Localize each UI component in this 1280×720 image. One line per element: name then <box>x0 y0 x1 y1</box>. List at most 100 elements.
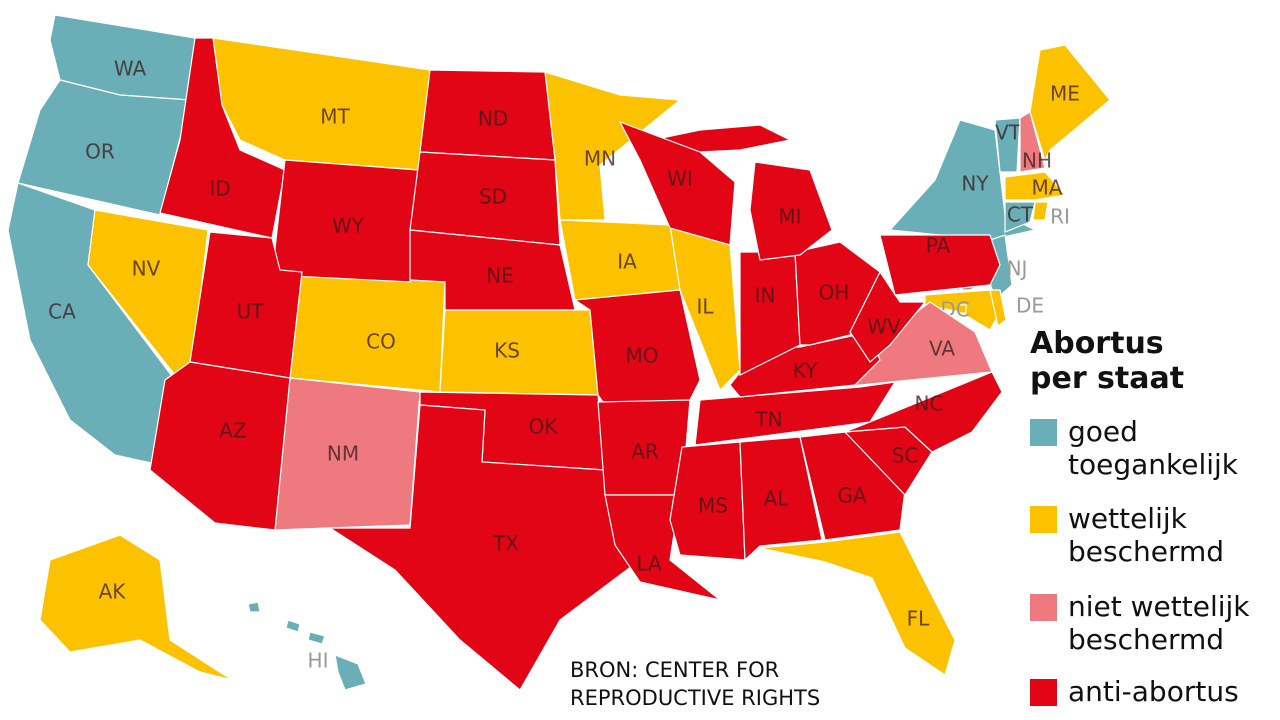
state-shape <box>327 404 641 691</box>
state-label: WI <box>667 167 693 191</box>
legend-item: niet wettelijk beschermd <box>1030 590 1260 656</box>
state-shape <box>759 531 956 676</box>
state-label: UT <box>237 300 265 324</box>
state: LA <box>604 494 721 601</box>
state: VT <box>994 117 1022 173</box>
legend-item: anti-abortus <box>1030 675 1260 708</box>
state-label: MN <box>584 147 616 171</box>
state: IN <box>739 251 801 376</box>
legend-item: wettelijk beschermd <box>1030 502 1260 568</box>
state-shape <box>1004 201 1036 233</box>
state: NH <box>1019 111 1052 173</box>
state-label: WV <box>867 315 901 339</box>
state-label: AK <box>99 580 127 604</box>
state-label: IN <box>755 284 776 308</box>
state-shape <box>1029 44 1111 162</box>
state-shape <box>334 654 367 691</box>
state-shape <box>879 234 1001 296</box>
legend-swatch <box>1030 419 1057 446</box>
state-label: KY <box>793 359 818 383</box>
state: WI <box>618 120 736 246</box>
state-label: HI <box>308 649 329 673</box>
state-label: VT <box>995 121 1022 145</box>
state: MI <box>651 124 833 261</box>
state-label: CA <box>48 300 76 324</box>
state: NM <box>274 377 421 531</box>
legend-label: wettelijk beschermd <box>1068 502 1225 568</box>
state: SD <box>409 151 561 246</box>
state-shape <box>989 289 1007 328</box>
state-label: SC <box>892 444 919 468</box>
state-label: TX <box>492 532 519 556</box>
state: NE <box>409 229 576 311</box>
state-label: AL <box>764 487 790 511</box>
state: PA <box>879 234 1001 296</box>
state: AK <box>39 534 233 681</box>
state: TX <box>327 404 641 691</box>
state: MS <box>669 441 746 561</box>
state: ND <box>419 69 556 161</box>
state-label: DE <box>1016 294 1044 318</box>
state: RI <box>1032 201 1070 229</box>
state-shape <box>285 619 301 633</box>
state-shape <box>247 601 261 613</box>
state-label: WY <box>332 214 365 238</box>
state-label: CT <box>1007 203 1034 227</box>
state-shape <box>994 117 1021 173</box>
state-label: NY <box>961 172 989 196</box>
state-shape <box>844 371 1003 453</box>
state-label: OH <box>819 281 850 305</box>
state: ME <box>1029 44 1111 162</box>
state-label: MS <box>698 494 728 518</box>
source: BRON: CENTER FOR REPRODUCTIVE RIGHTS <box>570 658 821 710</box>
state: AL <box>739 436 823 562</box>
state-shape <box>618 120 736 246</box>
state-label: OK <box>529 415 559 439</box>
state: NC <box>844 371 1003 453</box>
legend-title: Abortus per staat <box>1030 326 1185 396</box>
legend-swatch <box>1030 594 1057 621</box>
state-shape <box>17 79 191 216</box>
state-shape <box>749 161 833 261</box>
state: CO <box>289 271 446 393</box>
state: CT <box>1004 201 1036 233</box>
state: AZ <box>149 361 291 531</box>
state-shape <box>694 381 897 446</box>
state-label: NV <box>132 257 161 281</box>
state-label: RI <box>1050 205 1070 229</box>
state: IA <box>559 219 681 301</box>
state-label: ID <box>209 177 230 201</box>
state: IL <box>669 224 741 392</box>
state-shape <box>1019 111 1046 173</box>
state-label: AZ <box>219 419 246 443</box>
state-label: NE <box>486 264 514 288</box>
state-label: KS <box>494 339 520 363</box>
state: WV <box>849 270 927 363</box>
state-label: TN <box>754 408 782 432</box>
state-label: WA <box>114 57 147 81</box>
state-label: NC <box>915 392 944 416</box>
state-label: VA <box>929 337 955 361</box>
state-label: NJ <box>1007 257 1028 281</box>
state: TN <box>694 381 897 446</box>
state-label: MO <box>626 344 659 368</box>
state-shape <box>739 436 823 562</box>
state-label: CO <box>366 330 396 354</box>
legend-label: anti-abortus <box>1068 675 1239 708</box>
state-label: GA <box>837 484 866 508</box>
state-label: MT <box>320 105 350 129</box>
state-label: NH <box>1022 149 1052 173</box>
state: HI <box>247 601 367 691</box>
state-label: ME <box>1050 82 1080 106</box>
legend-swatch <box>1030 506 1057 533</box>
state-label: MA <box>1032 176 1063 200</box>
state: WY <box>271 159 419 283</box>
state-label: MI <box>778 205 801 229</box>
state-shape <box>149 361 291 531</box>
state-shape <box>409 229 576 311</box>
state-shape <box>669 441 746 561</box>
state-label: IL <box>696 295 714 319</box>
legend-label: goed toegankelijk <box>1068 415 1239 481</box>
